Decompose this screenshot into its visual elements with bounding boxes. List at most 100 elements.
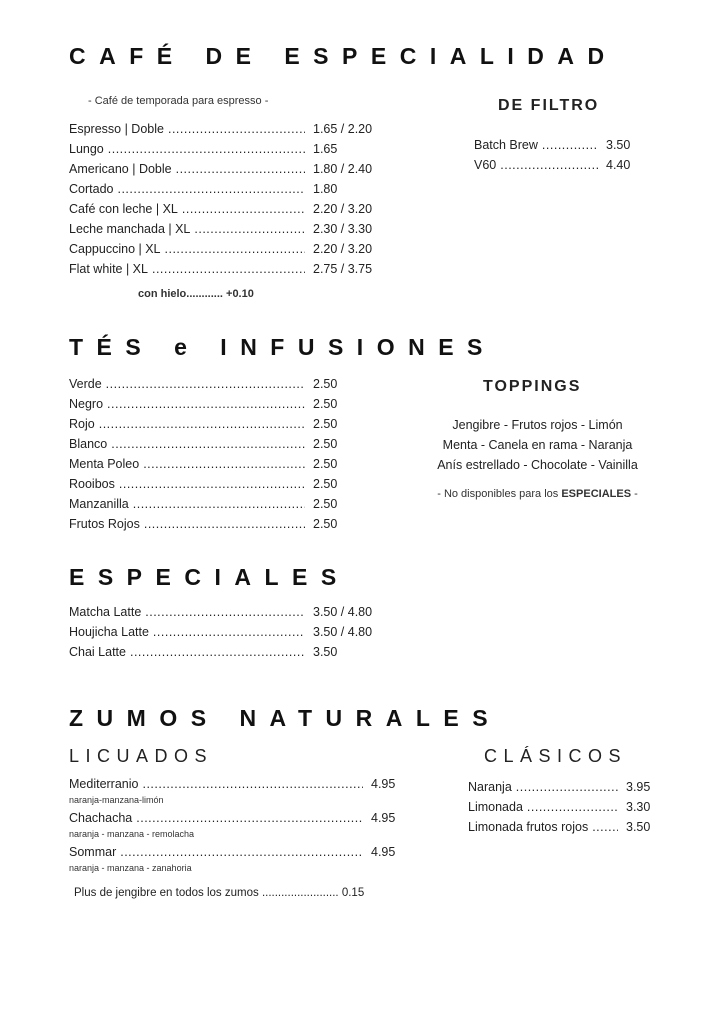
menu-item: Espresso | Doble 1.65 / 2.20 [69, 119, 372, 139]
item-leader: Espresso | Doble [69, 119, 305, 139]
item-leader: Batch Brew [474, 135, 598, 155]
menu-item: V60 4.40 [474, 155, 630, 175]
licuados-title: LICUADOS [69, 746, 214, 766]
item-name: Lungo [69, 142, 104, 156]
ice-note: con hielo............ +0.10 [138, 288, 254, 300]
item-price: 3.30 [626, 800, 651, 814]
leader-dots [130, 642, 305, 662]
item-leader: Café con leche | XL [69, 199, 305, 219]
item-price: 2.50 [313, 377, 338, 391]
leader-dots [133, 494, 305, 514]
filtro-title: DE FILTRO [498, 97, 600, 114]
item-price: 2.50 [313, 437, 338, 451]
clasicos-list: Naranja 3.95 Limonada 3.30 Limonada frutos r… [468, 777, 650, 837]
menu-item: Chai Latte 3.50 [69, 642, 372, 662]
menu-item: Chachacha 4.95 [69, 808, 395, 828]
leader-dots [120, 842, 363, 862]
item-price: 1.80 / 2.40 [313, 162, 373, 176]
leader-dots [592, 817, 618, 837]
item-leader: Rojo [69, 414, 305, 434]
leader-dots [106, 374, 305, 394]
cafe-list: Espresso | Doble 1.65 / 2.20 Lungo 1.65 Amer… [69, 119, 372, 279]
leader-dots [152, 259, 305, 279]
item-price: 3.95 [626, 780, 651, 794]
leader-dots [516, 777, 618, 797]
menu-item: Cappuccino | XL 2.20 / 3.20 [69, 239, 372, 259]
item-price: 2.50 [313, 497, 338, 511]
menu-item: Flat white | XL 2.75 / 3.75 [69, 259, 372, 279]
menu-item: Blanco 2.50 [69, 434, 337, 454]
menu-item: Café con leche | XL 2.20 / 3.20 [69, 199, 372, 219]
item-leader: Limonada [468, 797, 618, 817]
leader-dots [542, 135, 598, 155]
item-leader: Sommar [69, 842, 363, 862]
item-leader: Cortado [69, 179, 305, 199]
menu-item: Frutos Rojos 2.50 [69, 514, 337, 534]
item-name: Chachacha [69, 811, 133, 825]
item-leader: Chachacha [69, 808, 363, 828]
item-name: Verde [69, 377, 102, 391]
item-price: 1.65 [313, 142, 338, 156]
item-name: Cappuccino | XL [69, 242, 161, 256]
menu-item: Sommar 4.95 [69, 842, 395, 862]
item-price: 1.80 [313, 182, 338, 196]
leader-dots [119, 474, 305, 494]
toppings-list: Jengibre - Frutos rojos - Limón Menta - … [400, 415, 675, 475]
leader-dots [144, 514, 305, 534]
item-name: Americano | Doble [69, 162, 172, 176]
toppings-note: - No disponibles para los ESPECIALES - [400, 488, 675, 500]
note-suffix: - [631, 488, 638, 500]
item-name: Café con leche | XL [69, 202, 178, 216]
item-price: 4.40 [606, 158, 631, 172]
plus-dots: ........................ [258, 887, 342, 899]
menu-item: Negro 2.50 [69, 394, 337, 414]
leader-dots [500, 155, 598, 175]
item-price: 2.50 [313, 517, 338, 531]
note-prefix: - No disponibles para los [437, 488, 562, 500]
menu-item: Leche manchada | XL 2.30 / 3.30 [69, 219, 372, 239]
licuados-list: Mediterranio 4.95 naranja-manzana-limón Cha… [69, 774, 395, 876]
item-leader: Naranja [468, 777, 618, 797]
item-name: Negro [69, 397, 104, 411]
zumos-title: ZUMOS NATURALES [69, 705, 502, 731]
item-leader: Houjicha Latte [69, 622, 305, 642]
menu-item: Naranja 3.95 [468, 777, 650, 797]
menu-item: Rojo 2.50 [69, 414, 337, 434]
item-price: 2.75 / 3.75 [313, 262, 373, 276]
leader-dots [182, 199, 305, 219]
item-price: 1.65 / 2.20 [313, 122, 373, 136]
item-price: 2.50 [313, 417, 338, 431]
item-name: Mediterranio [69, 777, 139, 791]
item-name: Batch Brew [474, 138, 538, 152]
item-leader: Americano | Doble [69, 159, 305, 179]
item-name: Sommar [69, 845, 117, 859]
item-price: 3.50 / 4.80 [313, 605, 373, 619]
item-name: V60 [474, 158, 497, 172]
item-price: 3.50 / 4.80 [313, 625, 373, 639]
item-price: 4.95 [371, 777, 396, 791]
item-name: Flat white | XL [69, 262, 148, 276]
item-price: 2.50 [313, 457, 338, 471]
leader-dots [107, 394, 305, 414]
item-price: 2.50 [313, 477, 338, 491]
item-leader: V60 [474, 155, 598, 175]
toppings-title: TOPPINGS [483, 378, 582, 395]
menu-item: Americano | Doble 1.80 / 2.40 [69, 159, 372, 179]
topping-line: Anís estrellado - Chocolate - Vainilla [437, 458, 638, 472]
item-leader: Negro [69, 394, 305, 414]
leader-dots [153, 622, 305, 642]
leader-dots [176, 159, 305, 179]
menu-item: Houjicha Latte 3.50 / 4.80 [69, 622, 372, 642]
item-name: Cortado [69, 182, 114, 196]
item-leader: Matcha Latte [69, 602, 305, 622]
item-price: 3.50 [606, 138, 631, 152]
menu-item: Batch Brew 3.50 [474, 135, 630, 155]
item-description: naranja - manzana - zanahoria [69, 863, 192, 873]
item-description: naranja - manzana - remolacha [69, 829, 195, 839]
leader-dots [194, 219, 305, 239]
filtro-list: Batch Brew 3.50 V60 4.40 [474, 135, 630, 175]
topping-line: Jengibre - Frutos rojos - Limón [452, 418, 623, 432]
leader-dots [136, 808, 363, 828]
item-name: Limonada [468, 800, 523, 814]
